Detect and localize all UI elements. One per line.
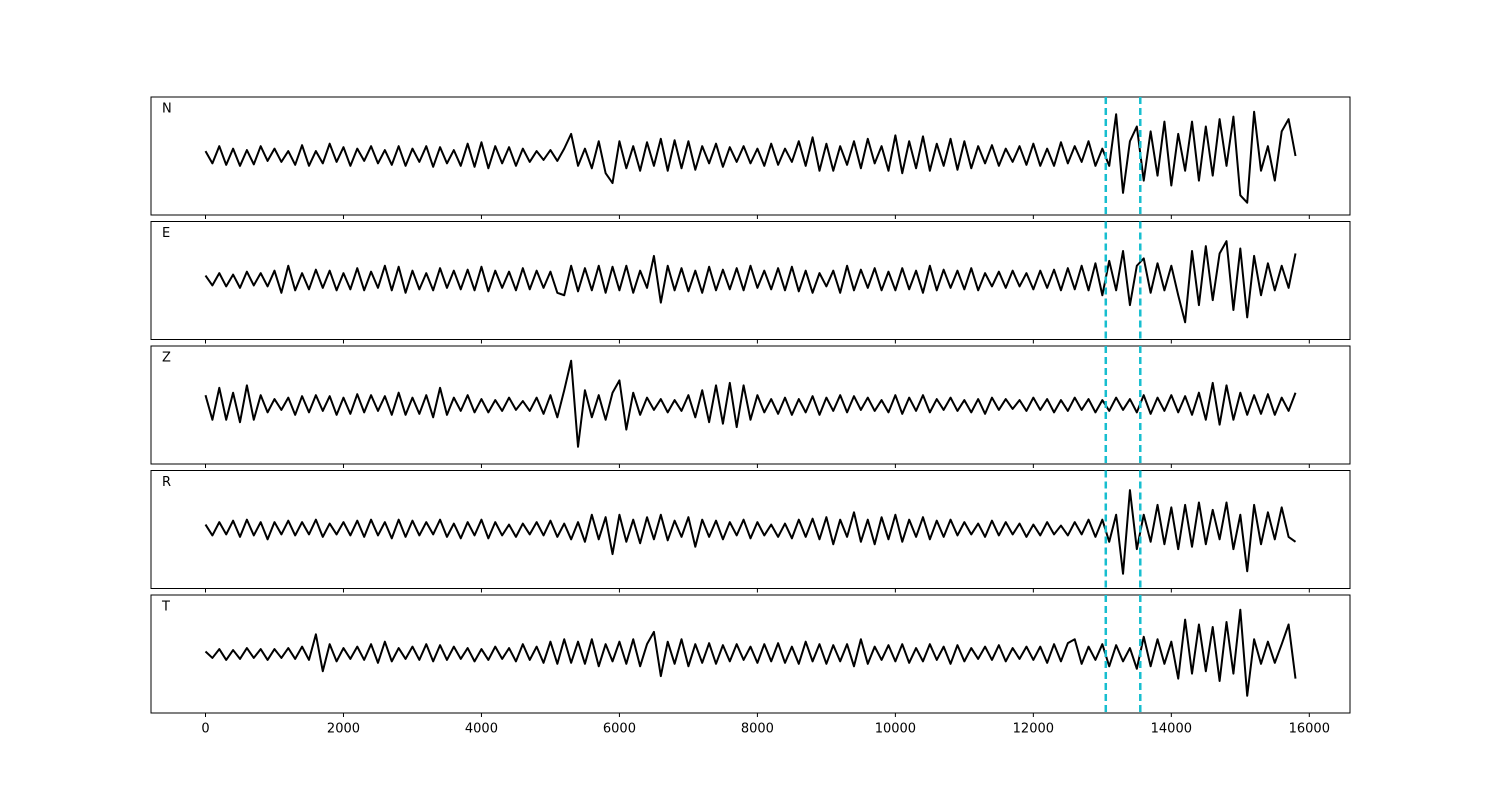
x-tick-label: 8000 bbox=[741, 722, 774, 737]
panel-frame bbox=[150, 594, 1351, 714]
trace bbox=[204, 608, 1297, 697]
panel-frame bbox=[150, 470, 1351, 589]
panel-label: Z bbox=[162, 351, 171, 366]
panel-frame bbox=[150, 96, 1351, 216]
x-tick-label: 10000 bbox=[875, 722, 916, 737]
trace bbox=[204, 359, 1297, 448]
trace bbox=[204, 110, 1297, 204]
panel-frame bbox=[150, 345, 1351, 465]
x-tick-label: 16000 bbox=[1289, 722, 1330, 737]
x-tick-label: 4000 bbox=[465, 722, 498, 737]
panel-label: N bbox=[162, 102, 172, 117]
x-tick-label: 14000 bbox=[1151, 722, 1192, 737]
panel-frame bbox=[150, 221, 1351, 340]
trace bbox=[204, 240, 1297, 324]
x-tick-label: 6000 bbox=[603, 722, 636, 737]
panel-label: T bbox=[161, 600, 170, 615]
panel-label: E bbox=[162, 226, 170, 241]
x-tick-label: 2000 bbox=[327, 722, 360, 737]
x-tick-label: 0 bbox=[201, 722, 209, 737]
panel-label: R bbox=[162, 475, 171, 490]
x-tick-label: 12000 bbox=[1013, 722, 1054, 737]
trace bbox=[204, 489, 1297, 575]
